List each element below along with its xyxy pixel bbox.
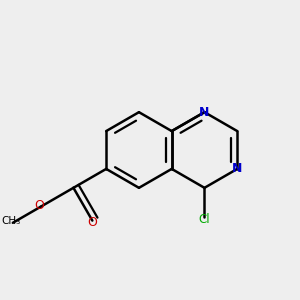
Text: O: O: [87, 216, 97, 229]
Text: CH₃: CH₃: [2, 216, 21, 226]
Text: N: N: [199, 106, 210, 119]
Text: Cl: Cl: [199, 213, 210, 226]
Text: O: O: [34, 199, 44, 212]
Text: N: N: [232, 162, 242, 176]
